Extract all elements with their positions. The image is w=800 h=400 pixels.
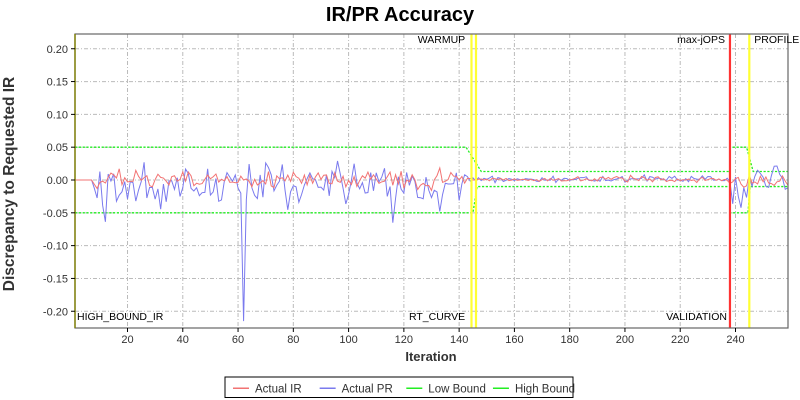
svg-text:max-jOPS: max-jOPS xyxy=(677,34,725,46)
svg-text:WARMUP: WARMUP xyxy=(418,34,465,46)
svg-text:0.00: 0.00 xyxy=(47,175,68,187)
svg-text:Discrepancy to Requested IR: Discrepancy to Requested IR xyxy=(1,77,18,291)
svg-text:220: 220 xyxy=(671,334,689,346)
svg-text:Low Bound: Low Bound xyxy=(428,383,486,395)
svg-text:RT_CURVE: RT_CURVE xyxy=(409,311,465,323)
svg-text:80: 80 xyxy=(287,334,299,346)
svg-text:Iteration: Iteration xyxy=(405,349,456,364)
svg-text:0.15: 0.15 xyxy=(47,77,68,89)
svg-text:0.20: 0.20 xyxy=(47,44,68,56)
svg-text:Actual PR: Actual PR xyxy=(342,383,393,395)
svg-text:160: 160 xyxy=(505,334,523,346)
svg-text:IR/PR Accuracy: IR/PR Accuracy xyxy=(326,4,475,26)
svg-text:-0.05: -0.05 xyxy=(43,208,68,220)
svg-text:-0.20: -0.20 xyxy=(43,306,68,318)
svg-text:20: 20 xyxy=(121,334,133,346)
svg-text:High Bound: High Bound xyxy=(515,383,575,395)
svg-text:200: 200 xyxy=(616,334,634,346)
svg-text:40: 40 xyxy=(177,334,189,346)
svg-text:-0.15: -0.15 xyxy=(43,273,68,285)
svg-text:120: 120 xyxy=(395,334,413,346)
svg-text:PROFILE: PROFILE xyxy=(754,34,799,46)
svg-text:180: 180 xyxy=(560,334,578,346)
svg-text:140: 140 xyxy=(450,334,468,346)
svg-text:HIGH_BOUND_IR: HIGH_BOUND_IR xyxy=(77,311,164,323)
svg-text:0.05: 0.05 xyxy=(47,142,68,154)
svg-text:240: 240 xyxy=(726,334,744,346)
svg-text:Actual IR: Actual IR xyxy=(255,383,302,395)
svg-text:VALIDATION: VALIDATION xyxy=(666,311,727,323)
svg-text:0.10: 0.10 xyxy=(47,109,68,121)
svg-text:-0.10: -0.10 xyxy=(43,241,68,253)
svg-text:100: 100 xyxy=(339,334,357,346)
svg-text:60: 60 xyxy=(232,334,244,346)
